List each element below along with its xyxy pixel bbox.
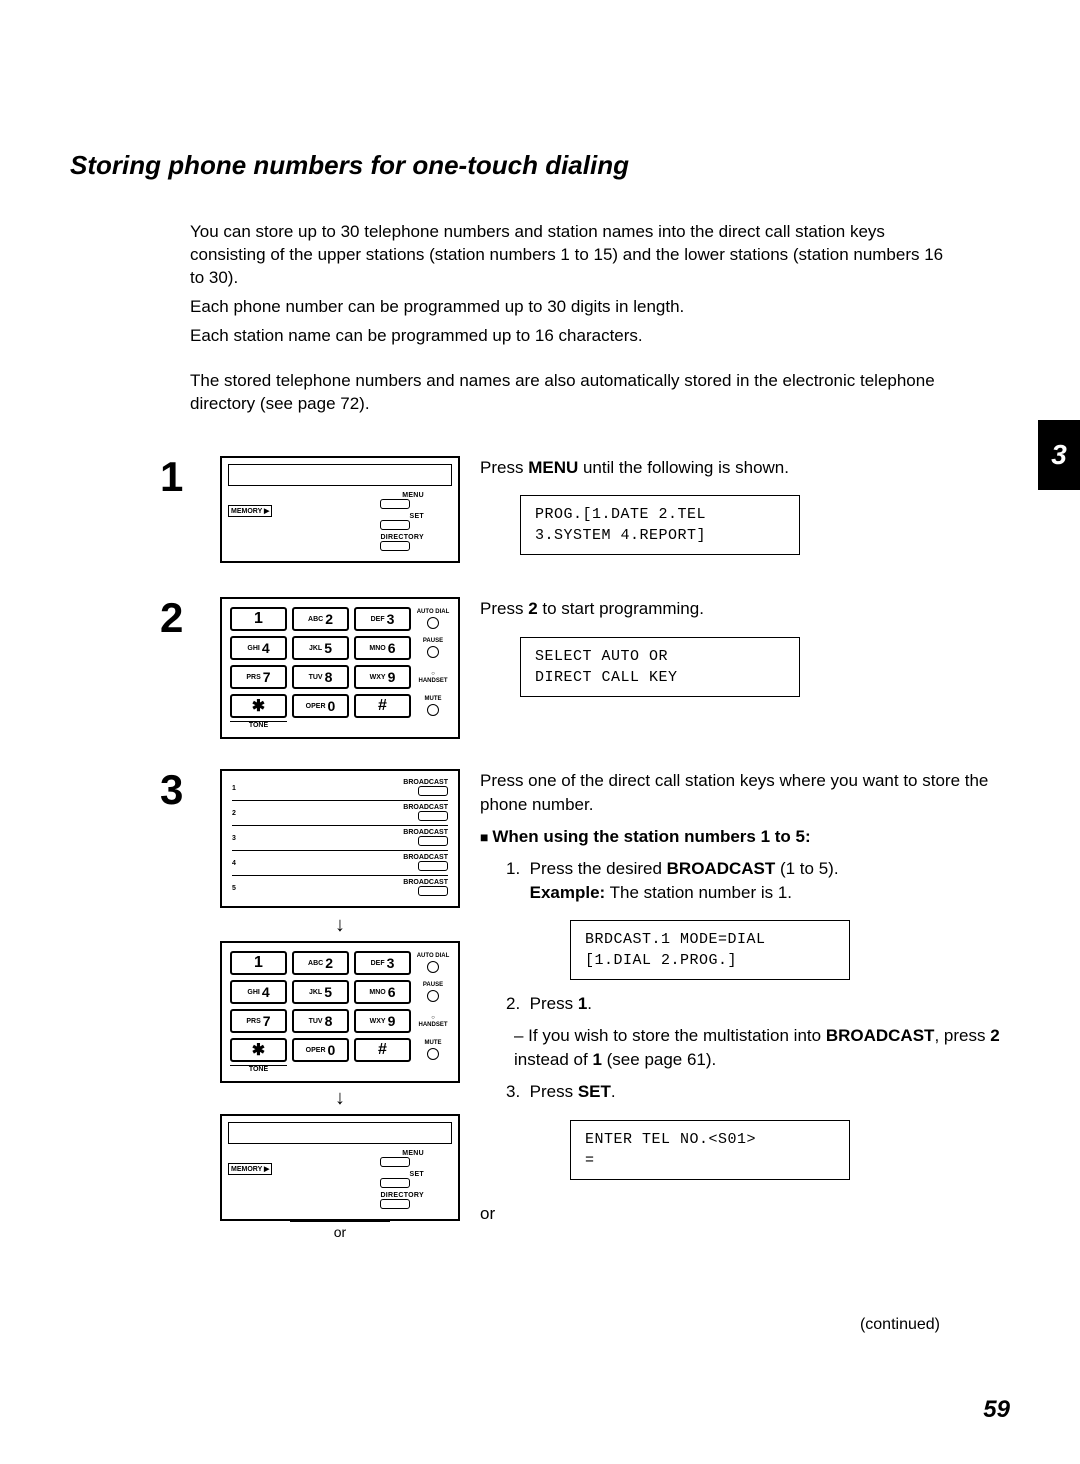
- lcd-display: SELECT AUTO OR DIRECT CALL KEY: [520, 637, 800, 697]
- step3-head1: When using the station numbers 1 to 5:: [492, 827, 810, 846]
- step3-instructions: Press one of the direct call station key…: [480, 769, 1010, 1233]
- memory-label: MEMORY ▶: [228, 1163, 272, 1175]
- lcd-display: PROG.[1.DATE 2.TEL 3.SYSTEM 4.REPORT]: [520, 495, 800, 555]
- step-2: 2 1 ABC2 DEF3 AUTO DIAL GHI4 JKL5 MNO6 P…: [70, 597, 1010, 739]
- step2-instructions: Press 2 to start programming. SELECT AUT…: [480, 597, 1010, 709]
- keypad-icon: 1 ABC2 DEF3 AUTO DIAL GHI4 JKL5 MNO6 PAU…: [220, 597, 460, 739]
- step-number: 1: [160, 456, 220, 498]
- or-label: or: [480, 1202, 1010, 1226]
- step3-p1: Press one of the direct call station key…: [480, 769, 1010, 817]
- set-button-icon: [380, 520, 410, 530]
- menu-label: MENU: [380, 492, 424, 499]
- arrow-down-icon: ↓: [220, 1087, 460, 1110]
- lcd-icon: [228, 464, 452, 486]
- intro-p3: Each station name can be programmed up t…: [190, 325, 950, 348]
- intro-p2: Each phone number can be programmed up t…: [190, 296, 950, 319]
- continued-label: (continued): [860, 1316, 940, 1334]
- step3-diagram: 1BROADCAST 2BROADCAST 3BROADCAST 4BROADC…: [220, 769, 460, 1240]
- page-title: Storing phone numbers for one-touch dial…: [70, 150, 1010, 181]
- intro-p4: The stored telephone numbers and names a…: [190, 370, 950, 416]
- lcd-icon: [228, 1122, 452, 1144]
- directory-label: DIRECTORY: [380, 534, 424, 541]
- step1-instructions: Press MENU until the following is shown.…: [480, 456, 1010, 568]
- lcd-display: ENTER TEL NO.<S01> =: [570, 1120, 850, 1180]
- or-label: or: [290, 1221, 390, 1240]
- set-label: SET: [380, 513, 424, 520]
- chapter-tab: 3: [1038, 420, 1080, 490]
- intro-p1: You can store up to 30 telephone numbers…: [190, 221, 950, 290]
- step2-diagram: 1 ABC2 DEF3 AUTO DIAL GHI4 JKL5 MNO6 PAU…: [220, 597, 460, 739]
- broadcast-panel-icon: 1BROADCAST 2BROADCAST 3BROADCAST 4BROADC…: [220, 769, 460, 908]
- menu-button-icon: [380, 499, 410, 509]
- arrow-down-icon: ↓: [220, 914, 460, 937]
- memory-label: MEMORY ▶: [228, 505, 272, 517]
- lcd-display: BRDCAST.1 MODE=DIAL [1.DIAL 2.PROG.]: [570, 920, 850, 980]
- step-number: 3: [160, 769, 220, 811]
- step-3: 3 1BROADCAST 2BROADCAST 3BROADCAST 4BROA…: [70, 769, 1010, 1240]
- step1-diagram: MEMORY ▶ MENU SET DIRECTORY: [220, 456, 460, 563]
- page-number: 59: [983, 1396, 1010, 1424]
- directory-button-icon: [380, 541, 410, 551]
- intro-text: You can store up to 30 telephone numbers…: [190, 221, 950, 416]
- step-number: 2: [160, 597, 220, 639]
- step-1: 1 MEMORY ▶ MENU SET DIRECTORY Press MENU…: [70, 456, 1010, 568]
- keypad-icon: 1 ABC2 DEF3 AUTO DIAL GHI4 JKL5 MNO6 PAU…: [220, 941, 460, 1083]
